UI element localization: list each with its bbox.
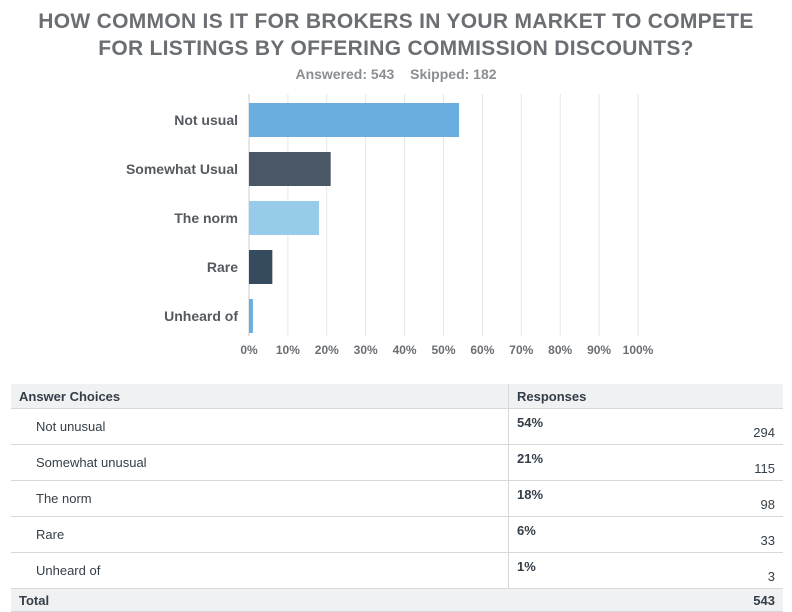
row-count: 33	[725, 516, 783, 553]
category-label: Rare	[207, 259, 238, 275]
row-label: Rare	[11, 516, 509, 553]
row-label: Somewhat unusual	[11, 444, 509, 481]
answered-count: Answered: 543	[295, 66, 395, 82]
header-answer-choices: Answer Choices	[11, 384, 509, 409]
bar	[249, 250, 273, 284]
row-percent: 54%	[508, 408, 725, 445]
chart-title-line-1: HOW COMMON IS IT FOR BROKERS IN YOUR MAR…	[38, 10, 754, 33]
total-label: Total	[11, 588, 509, 612]
results-table: Answer Choices Responses Not unusual 54%…	[11, 384, 783, 612]
row-label: The norm	[11, 480, 509, 517]
row-label: Not unusual	[11, 408, 509, 445]
row-percent: 18%	[508, 480, 725, 517]
table-row: Rare 6% 33	[11, 516, 783, 553]
x-tick-label: 80%	[548, 343, 572, 357]
row-percent: 6%	[508, 516, 725, 553]
table-row: The norm 18% 98	[11, 480, 783, 517]
category-label: Not usual	[174, 112, 238, 128]
row-count: 3	[725, 552, 783, 589]
row-percent: 1%	[508, 552, 725, 589]
bar-chart: 0% 10% 20% 30% 40% 50% 60% 70% 80% 90% 100% Not usu…	[126, 94, 654, 357]
row-label: Unheard of	[11, 552, 509, 589]
x-tick-label: 20%	[315, 343, 339, 357]
x-tick-label: 40%	[393, 343, 417, 357]
bar	[249, 103, 460, 137]
bar	[249, 299, 253, 333]
bar	[249, 152, 331, 186]
header-responses: Responses	[508, 384, 783, 409]
total-spacer	[508, 588, 725, 612]
row-count: 98	[725, 480, 783, 517]
x-tick-label: 60%	[470, 343, 494, 357]
table-row: Somewhat unusual 21% 115	[11, 444, 783, 481]
response-summary: Answered: 543 Skipped: 182	[0, 66, 792, 82]
x-tick-label: 50%	[431, 343, 455, 357]
chart-title: HOW COMMON IS IT FOR BROKERS IN YOUR MAR…	[0, 8, 792, 62]
x-tick-label: 90%	[587, 343, 611, 357]
category-label: Somewhat Usual	[126, 161, 238, 177]
table-row: Unheard of 1% 3	[11, 552, 783, 589]
x-tick-label: 70%	[509, 343, 533, 357]
table-total-row: Total 543	[11, 588, 783, 612]
row-count: 115	[725, 444, 783, 481]
total-count: 543	[725, 588, 783, 612]
category-label: The norm	[174, 210, 238, 226]
row-count: 294	[725, 408, 783, 445]
x-tick-label: 100%	[623, 343, 654, 357]
chart-title-line-2: FOR LISTINGS BY OFFERING COMMISSION DISC…	[98, 37, 694, 60]
x-tick-label: 0%	[240, 343, 258, 357]
table-header-row: Answer Choices Responses	[11, 384, 783, 409]
skipped-count: Skipped: 182	[410, 66, 497, 82]
x-tick-label: 10%	[276, 343, 300, 357]
x-tick-label: 30%	[354, 343, 378, 357]
row-percent: 21%	[508, 444, 725, 481]
category-label: Unheard of	[164, 308, 238, 324]
table-row: Not unusual 54% 294	[11, 408, 783, 445]
bar	[249, 201, 320, 235]
